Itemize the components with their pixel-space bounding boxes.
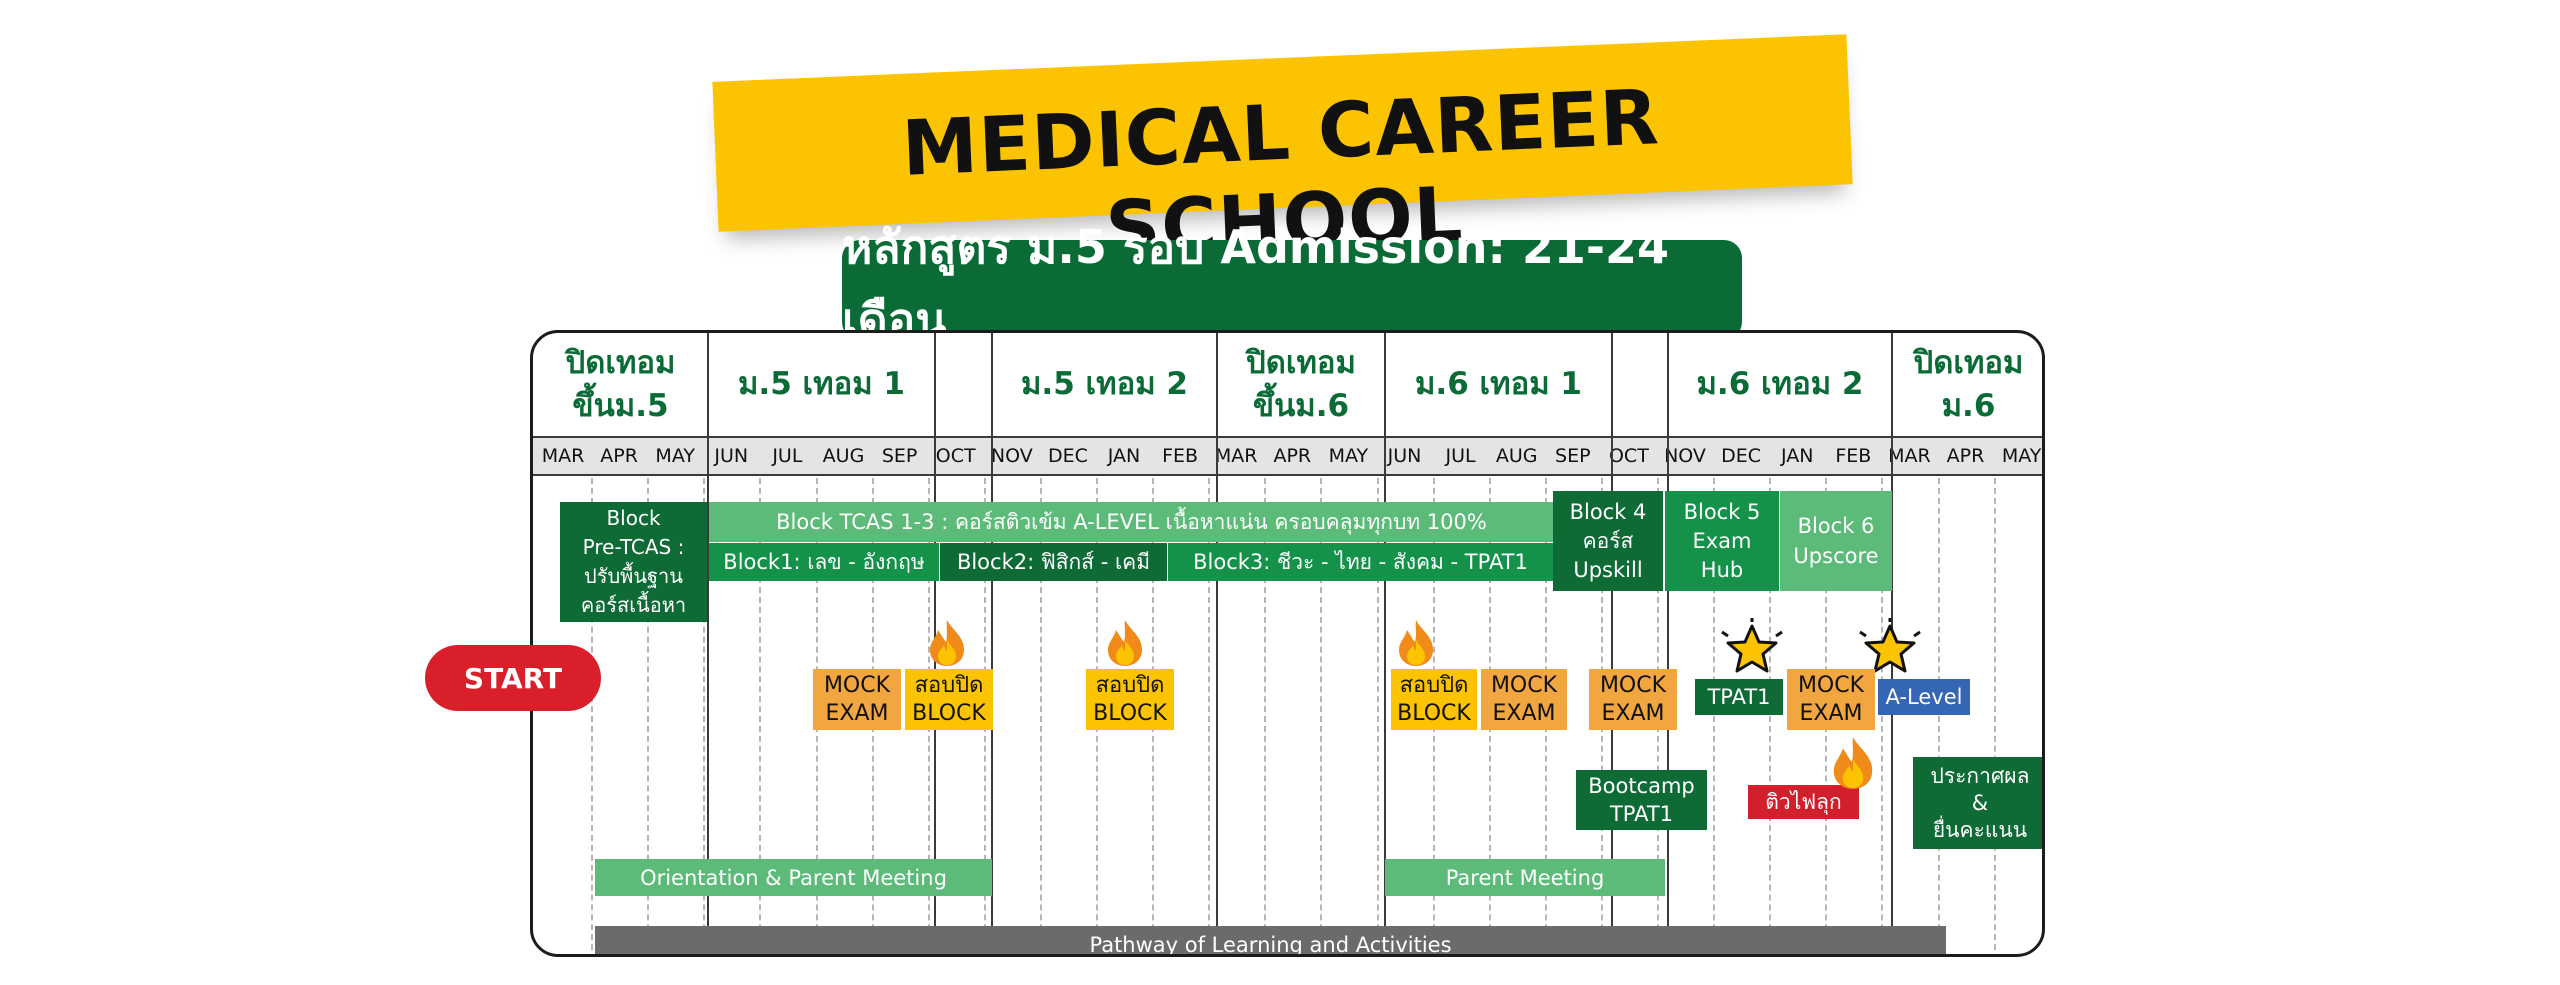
star-icon	[1859, 618, 1921, 673]
month-label: JUN	[714, 445, 749, 467]
term-separator	[991, 333, 993, 954]
term-header-m6-t2: ม.6 เทอม 2	[1696, 366, 1864, 402]
term-separator	[1216, 333, 1218, 954]
block-1: Block1: เลข - อังกฤษ	[709, 543, 939, 581]
course-title: หลักสูตร ม.5 รอบ Admission: 21-24 เดือน	[842, 220, 1742, 347]
mock-exam-3: MOCK EXAM	[1589, 669, 1677, 730]
month-gridline	[1040, 478, 1042, 954]
term-header-break-2: ปิดเทอม ขึ้นม.6	[1246, 344, 1356, 424]
fire-icon	[930, 620, 964, 666]
term-separator	[707, 333, 709, 954]
month-label: MAY	[2001, 445, 2042, 467]
pathway-bar: Pathway of Learning and Activities	[595, 926, 1946, 954]
term-header-break-1: ปิดเทอม ขึ้นม.5	[565, 344, 676, 424]
close-block-1: สอบปิด BLOCK	[905, 669, 993, 730]
month-label: AUG	[1495, 445, 1538, 467]
month-label: MAR	[1888, 445, 1931, 467]
month-gridline	[1208, 478, 1210, 954]
block-tcas-main: Block TCAS 1-3 : คอร์สติวเข้ม A-LEVEL เน…	[709, 502, 1554, 542]
close-block-2: สอบปิด BLOCK	[1086, 669, 1174, 730]
term-header-m5-t1: ม.5 เทอม 1	[737, 366, 906, 402]
parent-meeting-bar: Parent Meeting	[1385, 859, 1665, 896]
term-separator	[1384, 333, 1386, 954]
month-gridline	[1320, 478, 1322, 954]
month-label: MAY	[1328, 445, 1369, 467]
month-label: JAN	[1107, 445, 1141, 467]
month-label: DEC	[1721, 445, 1762, 467]
orientation-bar: Orientation & Parent Meeting	[595, 859, 992, 896]
month-label: JAN	[1780, 445, 1814, 467]
timeline-frame: ปิดเทอม ขึ้นม.5 ม.5 เทอม 1 ม.5 เทอม 2 ปิด…	[530, 330, 2045, 957]
block-5: Block 5 Exam Hub	[1665, 491, 1779, 591]
tpat1-badge: TPAT1	[1695, 679, 1783, 715]
term-separator	[1611, 333, 1613, 954]
month-label: JUL	[1445, 445, 1476, 467]
term-header-m5-t2: ม.5 เทอม 2	[1020, 366, 1189, 402]
month-gridline	[1769, 478, 1771, 954]
month-label: OCT	[935, 445, 976, 467]
alevel-badge: A-Level	[1878, 679, 1970, 715]
start-badge: START	[425, 645, 601, 711]
month-gridline	[647, 478, 649, 954]
announce-results: ประกาศผล & ยื่นคะแนน	[1913, 757, 2042, 849]
month-label: APR	[600, 445, 638, 467]
month-label: OCT	[1608, 445, 1649, 467]
month-label: FEB	[1162, 445, 1199, 467]
block-6: Block 6 Upscore	[1780, 491, 1892, 591]
tutor-badge: ติวไฟลุก	[1748, 785, 1859, 819]
month-gridline	[1938, 478, 1940, 954]
month-label: FEB	[1835, 445, 1872, 467]
month-label: AUG	[822, 445, 865, 467]
month-label: APR	[1946, 445, 1985, 467]
month-gridline	[1264, 478, 1266, 954]
month-gridline	[591, 478, 593, 954]
month-bar	[533, 436, 2042, 476]
month-gridline	[1713, 478, 1715, 954]
block-2: Block2: ฟิสิกส์ - เคมี	[940, 543, 1167, 581]
close-block-3: สอบปิด BLOCK	[1391, 669, 1477, 730]
month-gridline	[759, 478, 761, 954]
term-header-gap-2	[1612, 333, 1668, 436]
fire-icon	[1399, 620, 1433, 666]
block-3: Block3: ชีวะ - ไทย - สังคม - TPAT1	[1168, 543, 1553, 581]
block-4: Block 4 คอร์ส Upskill	[1553, 491, 1663, 591]
bootcamp-tpat1: Bootcamp TPAT1	[1576, 770, 1707, 830]
mock-exam-4: MOCK EXAM	[1787, 669, 1875, 730]
month-label: APR	[1273, 445, 1312, 467]
month-label: SEP	[881, 445, 918, 467]
month-label: NOV	[1664, 445, 1706, 467]
star-icon	[1721, 618, 1783, 673]
month-gridline	[1994, 478, 1996, 954]
month-gridline	[703, 478, 705, 954]
fire-icon	[1833, 737, 1873, 789]
fire-icon	[1108, 620, 1142, 666]
month-label: SEP	[1555, 445, 1591, 467]
block-pretcas: Block Pre-TCAS : ปรับพื้นฐาน คอร์สเนื้อหา	[560, 502, 707, 622]
term-header-break-3: ปิดเทอม ม.6	[1913, 344, 2024, 424]
term-header-m6-t1: ม.6 เทอม 1	[1414, 366, 1583, 402]
month-label: JUL	[772, 445, 803, 467]
month-gridline	[1881, 478, 1883, 954]
month-label: JUN	[1387, 445, 1422, 467]
month-label: NOV	[990, 445, 1033, 467]
month-label: MAR	[541, 445, 585, 467]
month-label: MAR	[1214, 445, 1258, 467]
term-header-gap-1	[935, 333, 992, 436]
mock-exam-1: MOCK EXAM	[813, 669, 901, 730]
month-label: DEC	[1047, 445, 1088, 467]
mock-exam-2: MOCK EXAM	[1481, 669, 1567, 730]
term-separator	[1667, 333, 1669, 954]
month-gridline	[1377, 478, 1379, 954]
month-label: MAY	[655, 445, 695, 467]
